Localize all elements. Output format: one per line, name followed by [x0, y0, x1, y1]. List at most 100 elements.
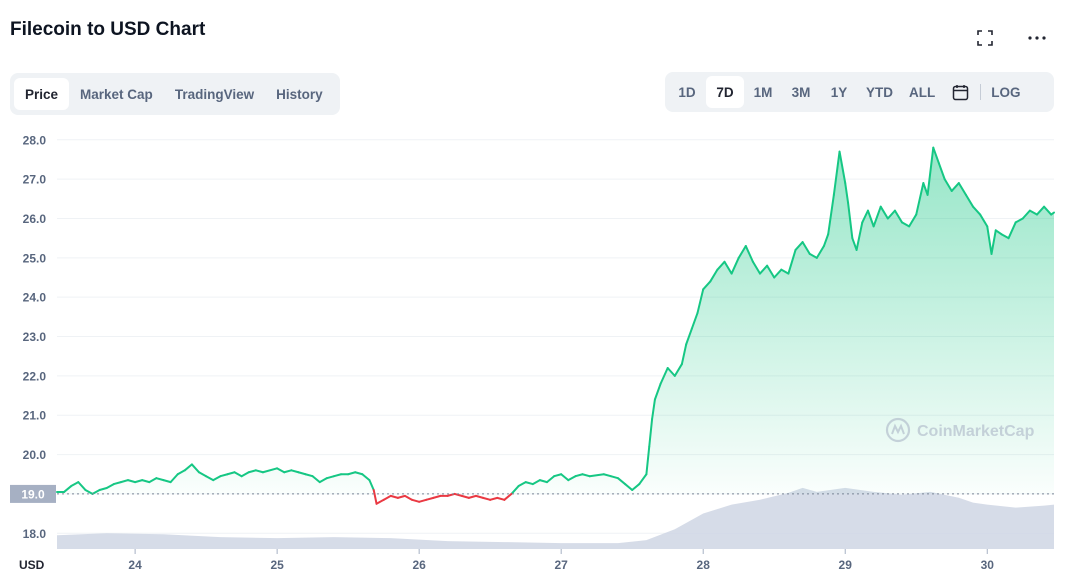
price-segment-up — [169, 473, 179, 484]
price-segment-up — [979, 213, 989, 228]
x-tick-label: 30 — [981, 558, 995, 572]
price-segment-up — [276, 467, 286, 474]
price-segment-up — [283, 469, 293, 474]
x-tick-label: 25 — [270, 558, 284, 572]
price-segment-up — [226, 471, 236, 476]
price-segment-up — [233, 471, 243, 478]
price-segment-up — [943, 178, 953, 192]
tab-history[interactable]: History — [276, 86, 323, 102]
price-segment-up — [311, 475, 321, 484]
more-options-icon[interactable] — [1022, 28, 1052, 48]
calendar-icon[interactable] — [943, 76, 978, 108]
price-segment-up — [290, 469, 300, 474]
tabs-divider — [980, 84, 982, 100]
currency-label: USD — [19, 558, 45, 572]
price-segment-up — [680, 343, 688, 366]
price-segment-up — [744, 245, 754, 263]
price-segment-down — [496, 496, 506, 501]
log-scale-toggle[interactable]: LOG — [991, 84, 1021, 100]
price-segment-up — [325, 475, 335, 480]
range-3m-button[interactable]: 3M — [791, 84, 811, 100]
price-area-fill — [57, 147, 1054, 494]
price-segment-up — [261, 467, 279, 474]
range-1d-button[interactable]: 1D — [678, 84, 696, 100]
price-segment-up — [901, 221, 911, 228]
range-1y-button[interactable]: 1Y — [830, 84, 848, 100]
price-segment-down — [372, 488, 378, 505]
price-segment-up — [567, 475, 577, 482]
price-segment-up — [254, 469, 264, 474]
price-segment-up — [886, 209, 896, 220]
x-tick-label: 28 — [697, 558, 711, 572]
price-segment-up — [1007, 221, 1017, 240]
price-segment-up — [240, 471, 250, 478]
fullscreen-icon[interactable] — [970, 28, 1000, 48]
price-segment-up — [666, 367, 676, 377]
price-segment-up — [84, 488, 94, 495]
price-segment-up — [1000, 233, 1010, 240]
price-segment-up — [105, 483, 115, 490]
price-segment-up — [957, 182, 967, 196]
price-segment-up — [574, 473, 584, 478]
tab-tradingview[interactable]: TradingView — [174, 86, 255, 102]
price-segment-up — [737, 245, 747, 259]
price-segment-up — [77, 481, 87, 491]
range-ytd-button[interactable]: YTD — [866, 84, 893, 100]
price-segment-up — [198, 471, 208, 478]
price-segment-up — [994, 229, 1003, 236]
price-line-down — [372, 488, 513, 505]
price-segment-down — [389, 494, 399, 499]
price-segment-down — [432, 494, 442, 499]
price-segment-up — [1021, 209, 1031, 220]
price-segment-up — [545, 475, 556, 484]
price-segment-up — [751, 260, 762, 275]
range-all-button[interactable]: ALL — [909, 84, 936, 100]
page-title: Filecoin to USD Chart — [10, 19, 206, 40]
price-segment-down — [482, 496, 492, 501]
range-7d-button[interactable]: 7D — [706, 76, 744, 108]
price-segment-up — [524, 481, 534, 486]
price-segment-up — [148, 477, 158, 484]
price-segment-up — [1035, 205, 1046, 216]
volume-area — [57, 487, 1054, 549]
price-segment-up — [141, 479, 151, 484]
price-segment-up — [690, 311, 699, 330]
tab-market-cap[interactable]: Market Cap — [80, 86, 153, 102]
price-segment-up — [908, 213, 918, 228]
price-segment-down — [467, 494, 477, 499]
price-segment-up — [190, 463, 201, 474]
price-segment-up — [538, 479, 548, 484]
price-segment-up — [926, 146, 935, 196]
price-segment-up — [354, 471, 364, 476]
chart-corner-actions — [970, 28, 1052, 48]
coinmarketcap-logo-icon — [885, 417, 911, 443]
price-segment-up — [162, 479, 172, 484]
price-segment-up — [98, 487, 108, 491]
price-segment-up — [879, 205, 889, 220]
price-segment-up — [832, 150, 841, 196]
range-1m-button[interactable]: 1M — [753, 84, 773, 100]
price-segment-up — [915, 182, 925, 216]
price-segment-up — [964, 193, 975, 208]
price-segment-up — [847, 201, 854, 240]
x-tick-label: 24 — [128, 558, 142, 572]
price-segment-up — [815, 245, 825, 259]
price-segment-up — [648, 418, 654, 448]
price-segment-up — [531, 479, 541, 486]
price-segment-up — [1043, 205, 1053, 216]
price-segment-up — [893, 209, 904, 224]
price-segment-up — [70, 481, 80, 488]
price-segment-up — [866, 209, 875, 228]
price-segment-up — [1014, 217, 1024, 224]
price-segment-up — [91, 488, 101, 495]
price-segment-up — [176, 469, 186, 476]
y-tick-label: 22.0 — [23, 369, 47, 383]
price-segment-up — [759, 264, 769, 275]
price-segment-up — [702, 280, 712, 291]
tab-price[interactable]: Price — [14, 78, 70, 110]
price-segment-down — [418, 498, 428, 503]
price-segment-up — [332, 473, 343, 478]
y-tick-label: 28.0 — [23, 133, 47, 147]
baseline-badge — [10, 484, 56, 503]
